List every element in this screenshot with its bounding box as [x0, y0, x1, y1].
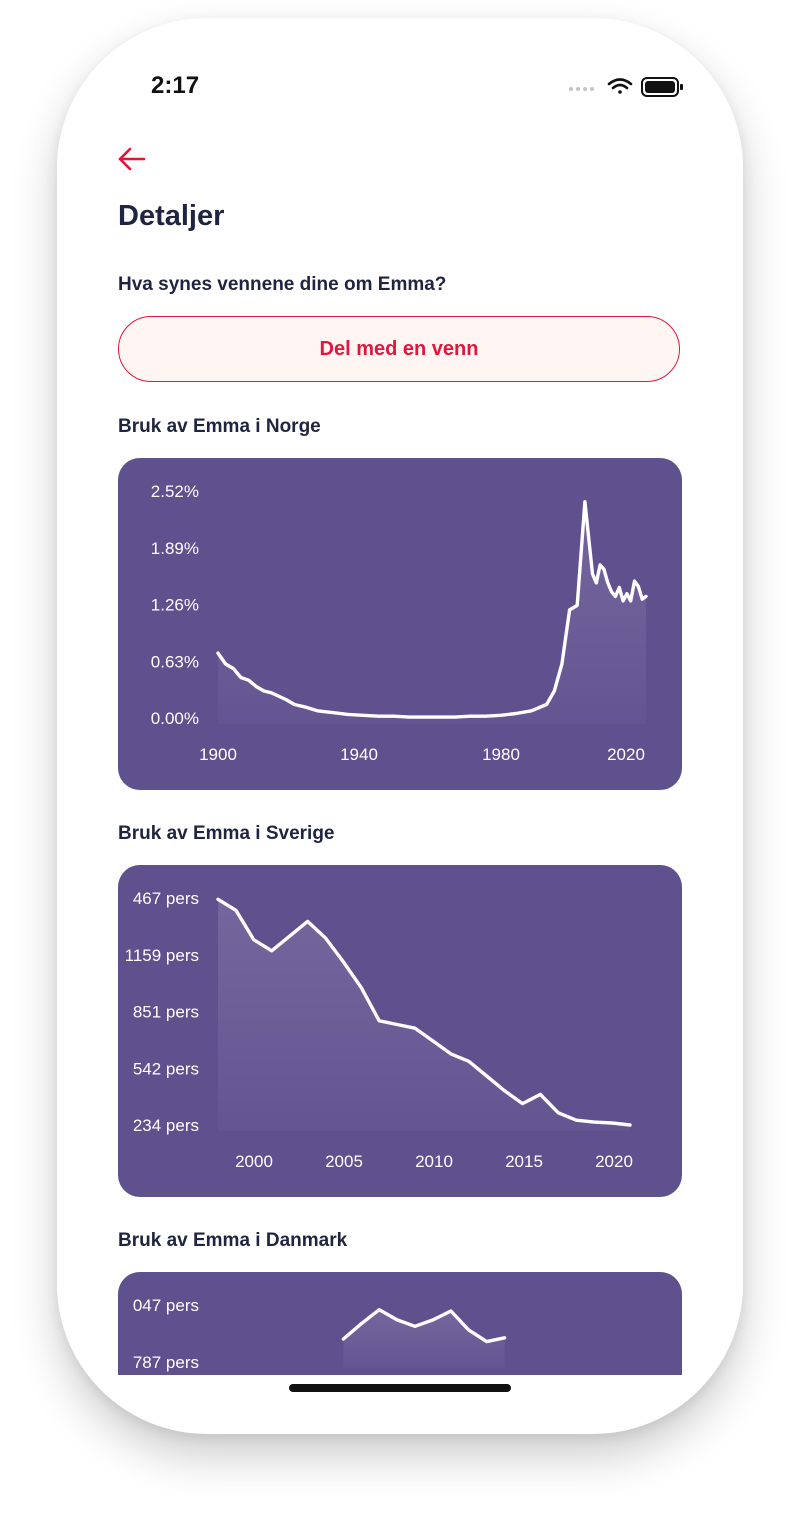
chart-card-norway: 0.00% 0.63% 1.26% 1.89% 2.52% 1900 1940 1980 202…	[118, 458, 682, 790]
x-tick-label: 2015	[505, 1152, 543, 1171]
series-area	[218, 899, 630, 1131]
x-tick-label: 1980	[482, 745, 520, 764]
screen: 2:17 Detaljer	[57, 18, 743, 1375]
chart-norway: 0.00% 0.63% 1.26% 1.89% 2.52% 1900 1940 1980 202…	[151, 482, 648, 764]
share-with-friend-button[interactable]: Del med en venn	[118, 316, 680, 382]
back-button[interactable]	[117, 146, 147, 172]
y-tick-label: 851 pers	[133, 1003, 199, 1022]
y-tick-label: 0.00%	[151, 709, 199, 728]
status-icons	[569, 77, 683, 97]
chart-denmark: 787 pers 047 pers	[133, 1296, 507, 1372]
y-tick-label: 1.26%	[151, 596, 199, 615]
share-question: Hva synes vennene dine om Emma?	[118, 274, 447, 295]
chart-card-sweden: 234 pers 542 pers 851 pers 1159 pers 467 per…	[118, 865, 682, 1197]
section-title-sweden: Bruk av Emma i Sverige	[118, 823, 335, 844]
page-title: Detaljer	[118, 200, 225, 232]
battery-icon	[641, 77, 683, 97]
phone-frame: 2:17 Detaljer	[57, 18, 743, 1434]
signal-dots-icon	[569, 87, 594, 91]
x-tick-label: 1900	[199, 745, 237, 764]
section-title-norway: Bruk av Emma i Norge	[118, 416, 321, 437]
y-tick-label: 787 pers	[133, 1353, 199, 1372]
x-tick-label: 2020	[607, 745, 645, 764]
home-indicator	[289, 1384, 511, 1392]
series-area	[343, 1309, 505, 1368]
x-tick-label: 2000	[235, 1152, 273, 1171]
x-tick-label: 2010	[415, 1152, 453, 1171]
chart-card-denmark: 787 pers 047 pers	[118, 1272, 682, 1375]
y-tick-label: 0.63%	[151, 652, 199, 671]
y-tick-label: 1.89%	[151, 539, 199, 558]
x-tick-label: 2005	[325, 1152, 363, 1171]
series-area	[218, 501, 646, 724]
status-time: 2:17	[151, 72, 200, 99]
x-tick-label: 2020	[595, 1152, 633, 1171]
series-line	[216, 500, 648, 719]
section-title-denmark: Bruk av Emma i Danmark	[118, 1230, 348, 1251]
y-tick-label: 2.52%	[151, 482, 199, 501]
chart-sweden: 234 pers 542 pers 851 pers 1159 pers 467 per…	[125, 889, 633, 1171]
arrow-left-icon	[118, 147, 146, 171]
y-tick-label: 467 pers	[133, 889, 199, 908]
series-line	[341, 1308, 507, 1344]
series-line	[216, 897, 632, 1127]
y-tick-label: 542 pers	[133, 1059, 199, 1078]
y-tick-label: 047 pers	[133, 1296, 199, 1315]
y-tick-label: 1159 pers	[125, 946, 199, 965]
wifi-icon	[607, 78, 633, 94]
x-tick-label: 1940	[340, 745, 378, 764]
y-tick-label: 234 pers	[133, 1116, 199, 1135]
